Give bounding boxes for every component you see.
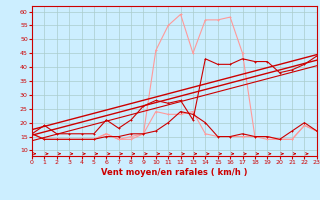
X-axis label: Vent moyen/en rafales ( km/h ): Vent moyen/en rafales ( km/h ): [101, 168, 248, 177]
